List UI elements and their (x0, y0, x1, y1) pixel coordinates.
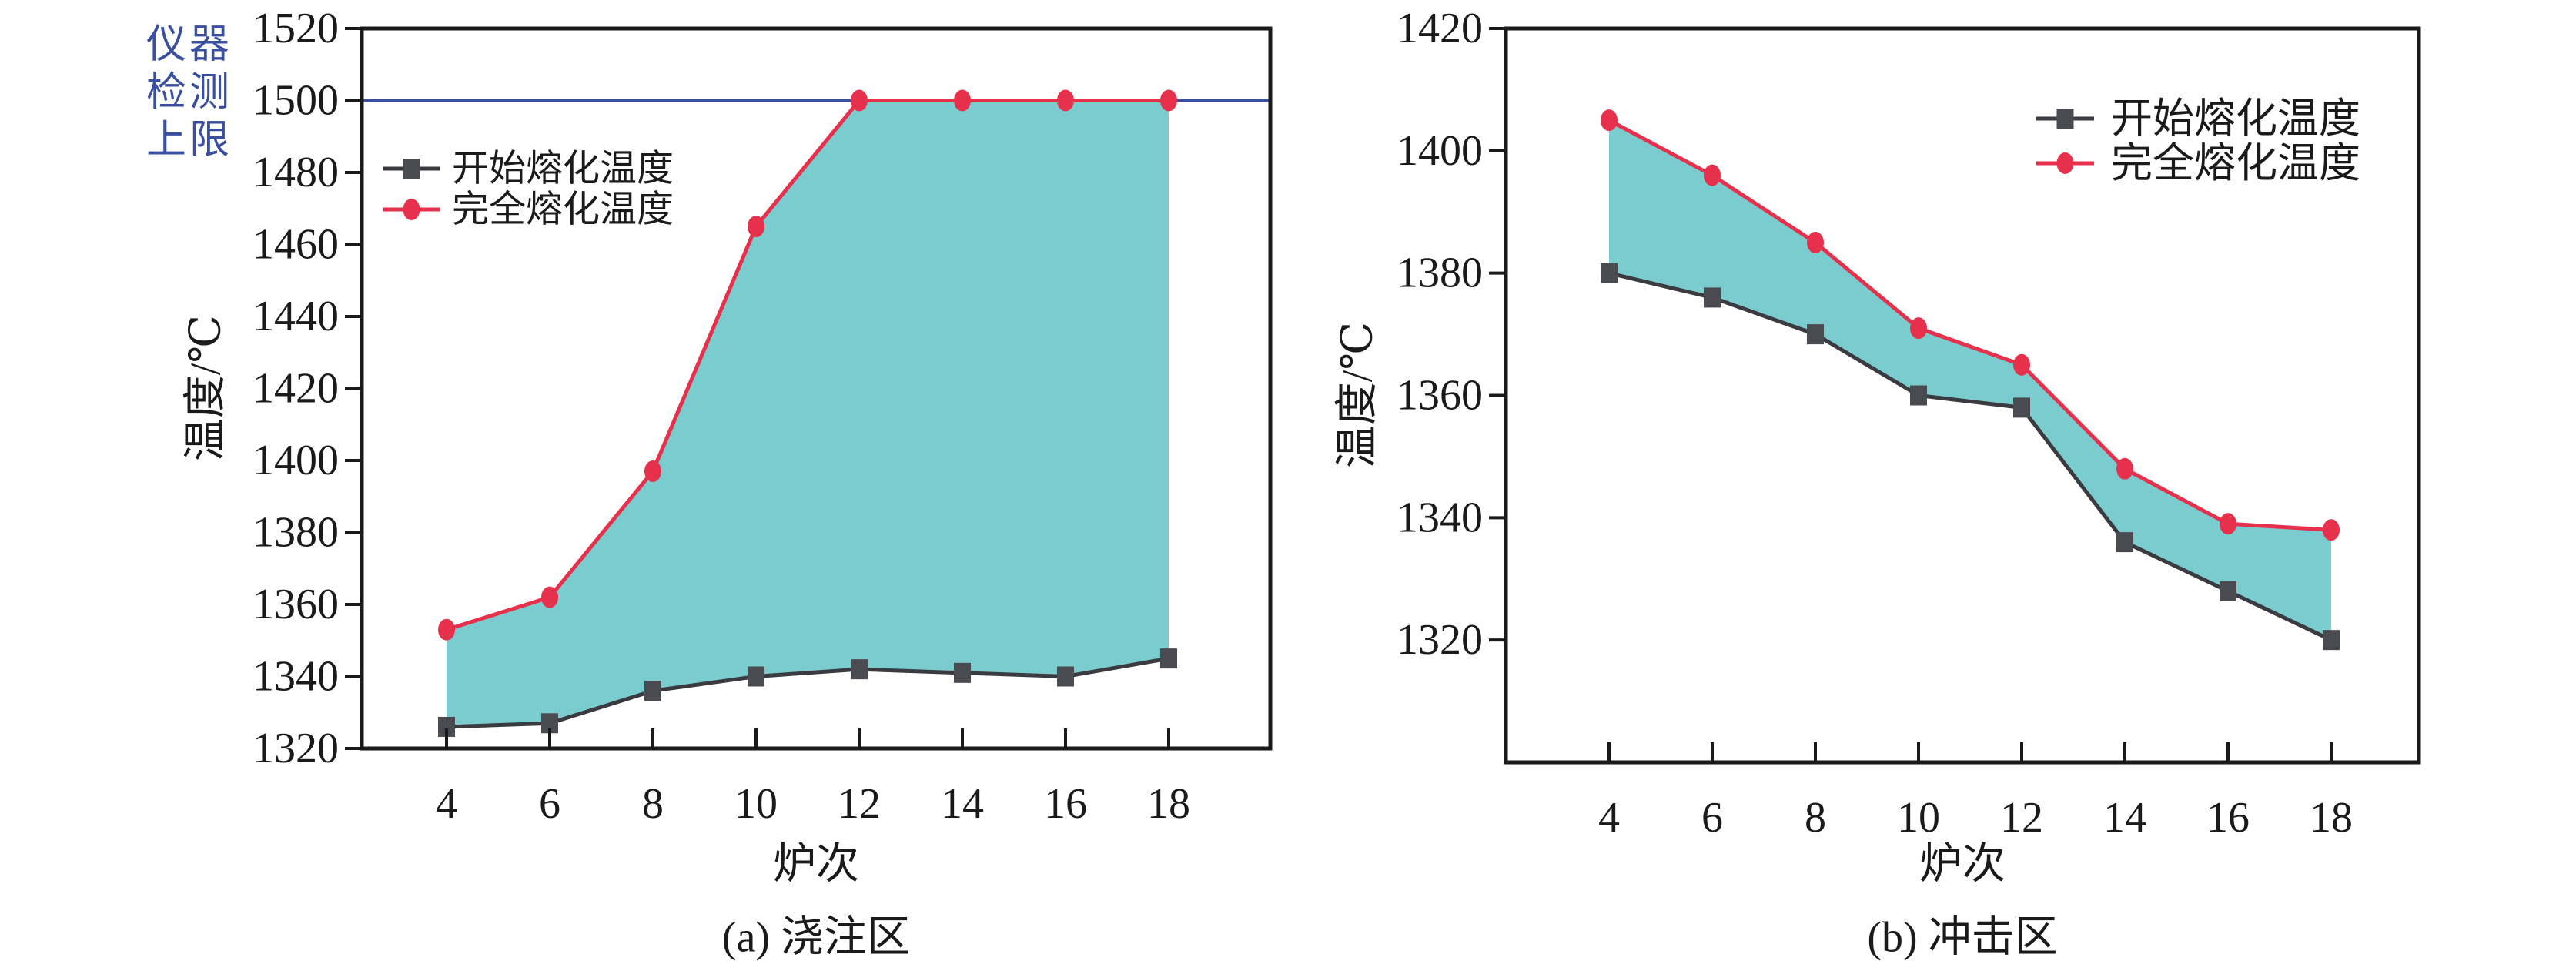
chart-a-y-tick-label: 1420 (253, 365, 339, 413)
chart-b-y-tick-label: 1360 (1397, 372, 1483, 420)
chart-b-y-tick-label: 1320 (1397, 616, 1483, 664)
annotation-line-1: 仪器 (146, 23, 233, 67)
chart-b-y-tick-label: 1420 (1397, 5, 1483, 52)
chart-a-y-tick-label: 1440 (253, 293, 339, 340)
chart-a-y-tick-label: 1320 (253, 725, 339, 772)
chart-a-y-tick-label: 1380 (253, 509, 339, 557)
chart-a-start-melting-marker (438, 716, 455, 737)
chart-a-y-tick-label: 1340 (253, 653, 339, 701)
chart-a-band-fill (447, 100, 1169, 727)
chart-a-x-tick-label: 10 (734, 780, 778, 828)
chart-a-x-tick-label: 6 (539, 780, 560, 828)
chart-a-y-tick-label: 1480 (253, 149, 339, 196)
chart-a-y-tick-label: 1400 (253, 437, 339, 484)
chart-a-y-tick-label: 1360 (253, 581, 339, 628)
chart-a-start-melting-marker (1057, 666, 1074, 687)
chart-b-start-melting-marker (2323, 630, 2340, 651)
chart-a-y-tick-label: 1520 (253, 5, 339, 52)
chart-b-start-melting-marker (1601, 263, 1618, 283)
chart-b-x-tick-label: 8 (1805, 794, 1826, 842)
chart-b-start-melting-line (1608, 271, 2333, 642)
chart-a-start-melting-marker (1160, 648, 1177, 669)
chart-a-full-melting-marker (1160, 89, 1177, 112)
chart-b-start-melting-marker (2013, 397, 2030, 418)
chart-a-start-melting-marker (644, 681, 661, 701)
chart-b-x-tick-label: 4 (1598, 794, 1620, 842)
chart-b-caption: (b) 冲击区 (1867, 913, 2058, 961)
chart-a-y-tick-label: 1460 (253, 221, 339, 269)
chart-a-x-tick-label: 14 (941, 780, 984, 828)
chart-a-x-tick-label: 18 (1147, 780, 1190, 828)
annotation-line-3: 上限 (146, 119, 233, 162)
chart-b-x-tick-label: 12 (2000, 794, 2043, 842)
chart-a-full-melting-marker (851, 89, 868, 112)
chart-b-y-tick-label: 1400 (1397, 127, 1483, 175)
chart-b-start-melting-marker (1704, 287, 1721, 308)
chart-a-full-melting-marker (748, 216, 764, 238)
chart-b-x-tick-label: 18 (2310, 794, 2353, 842)
chart-b-start-melting-marker (2220, 581, 2236, 601)
chart-a-full-melting-marker (1057, 89, 1074, 112)
chart-b-x-tick-label: 6 (1701, 794, 1723, 842)
chart-b-full-melting-marker (1910, 317, 1927, 340)
chart-a-full-melting-marker (438, 618, 455, 641)
chart-a-legend-start-melting-label: 开始熔化温度 (452, 149, 674, 189)
chart-a-legend-start-melting-marker (403, 159, 420, 179)
chart-b-full-melting-marker (2013, 353, 2030, 376)
chart-b-y-tick-label: 1380 (1397, 249, 1483, 297)
chart-a-full-melting-line (446, 99, 1169, 632)
chart-a-start-melting-marker (748, 666, 764, 687)
chart-a-full-melting-marker (644, 460, 661, 483)
chart-b-x-tick-label: 14 (2103, 794, 2146, 842)
chart-b-full-melting-marker (2323, 519, 2340, 541)
chart-b-full-melting-marker (1601, 109, 1618, 132)
chart-a-x-tick-label: 12 (838, 780, 881, 828)
chart-a-x-tick-label: 16 (1044, 780, 1087, 828)
chart-b-full-melting-marker (1807, 231, 1824, 253)
chart-b-legend-full-melting-label: 完全熔化温度 (2111, 140, 2360, 186)
instrument-limit-annotation: 仪器 检测 上限 (146, 22, 233, 165)
chart-b-start-melting-marker (2116, 532, 2133, 553)
chart-b-band-fill (1609, 120, 2331, 641)
chart-a-caption: (a) 浇注区 (721, 913, 911, 961)
chart-b-start-melting-marker (1807, 324, 1824, 345)
chart-a-y-tick-label: 1500 (253, 77, 339, 125)
chart-a-start-melting-marker (851, 659, 868, 680)
chart-b-y-axis-title: 温度/℃ (1333, 321, 1382, 469)
chart-a-start-melting-marker (541, 713, 558, 734)
chart-b-y-tick-label: 1340 (1397, 494, 1483, 541)
chart-b-legend-start-melting-marker (2056, 109, 2074, 129)
chart-b-full-melting-marker (2116, 457, 2133, 480)
chart-a-legend-full-melting-marker (403, 199, 420, 220)
chart-b-x-tick-label: 16 (2206, 794, 2250, 842)
chart-b-full-melting-line (1607, 118, 2332, 532)
chart-a-full-melting-marker (541, 586, 558, 608)
chart-a-full-melting-marker (954, 89, 971, 112)
chart-a-x-axis-title: 炉次 (773, 840, 859, 889)
chart-b-legend-start-melting-label: 开始熔化温度 (2111, 95, 2360, 142)
chart-a-legend-full-melting-label: 完全熔化温度 (452, 189, 674, 230)
chart-b-full-melting-marker (1704, 164, 1721, 186)
chart-b-legend-full-melting-marker (2056, 152, 2074, 174)
chart-b-x-tick-label: 10 (1897, 794, 1940, 842)
chart-b-start-melting-marker (1910, 385, 1927, 406)
chart-b-x-axis-title: 炉次 (1919, 840, 2006, 889)
annotation-line-2: 检测 (146, 71, 233, 115)
chart-a-y-axis-title: 温度/℃ (182, 314, 230, 462)
chart-a-start-melting-line (446, 656, 1169, 729)
chart-b-full-melting-marker (2220, 513, 2236, 535)
chart-a-start-melting-marker (954, 662, 971, 683)
chart-a-x-tick-label: 4 (436, 780, 457, 828)
chart-a-x-tick-label: 8 (642, 780, 664, 828)
